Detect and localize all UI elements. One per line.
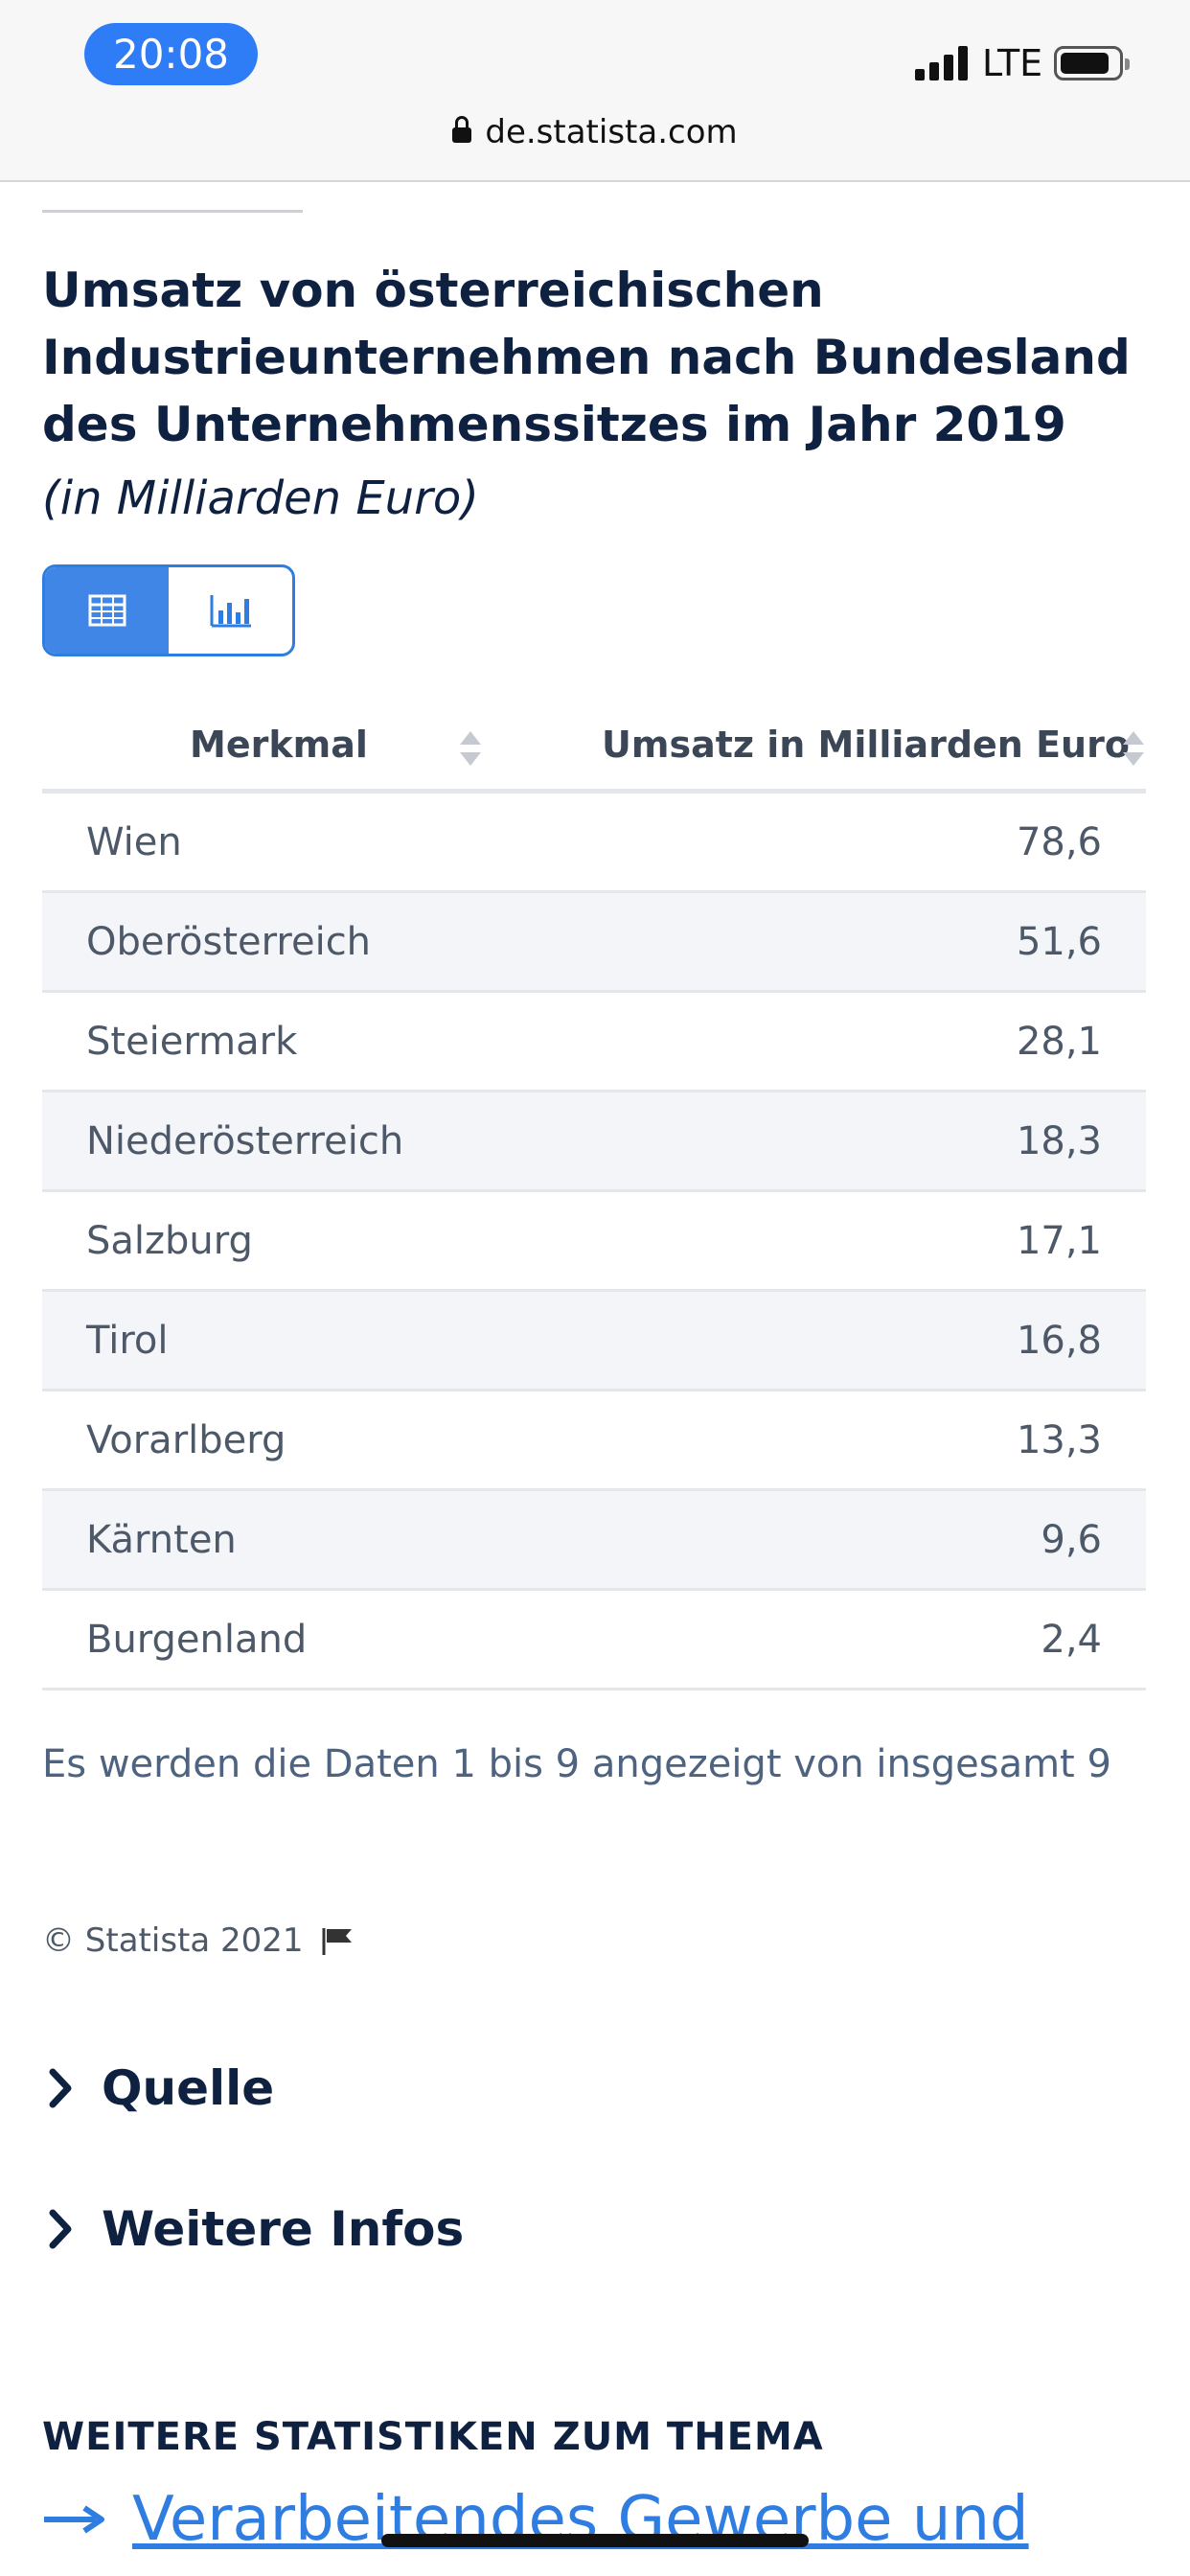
table-row: Salzburg 17,1 — [42, 1192, 1146, 1292]
chevron-right-icon — [48, 2068, 73, 2108]
status-time: 20:08 — [84, 23, 258, 85]
row-value: 28,1 — [1016, 1019, 1102, 1064]
chevron-right-icon — [48, 2209, 73, 2249]
table-row: Tirol 16,8 — [42, 1292, 1146, 1392]
lock-icon — [452, 116, 472, 143]
table-info-text: Es werden die Daten 1 bis 9 angezeigt vo… — [42, 1742, 1111, 1786]
network-label: LTE — [982, 42, 1043, 84]
accordion-label: Quelle — [102, 2060, 275, 2116]
page-subtitle: (in Milliarden Euro) — [42, 472, 479, 525]
row-value: 78,6 — [1016, 819, 1102, 864]
row-value: 16,8 — [1016, 1318, 1102, 1363]
sort-icon[interactable] — [460, 730, 481, 766]
accordion-weitere-infos[interactable]: Weitere Infos — [48, 2201, 464, 2257]
table-row: Oberösterreich 51,6 — [42, 893, 1146, 993]
browser-top-bar: 20:08 LTE de.statista.com — [0, 0, 1190, 182]
row-label: Oberösterreich — [86, 919, 372, 964]
table-view-icon — [88, 594, 126, 627]
chart-view-icon — [210, 595, 251, 628]
sort-icon[interactable] — [1123, 730, 1144, 766]
row-label: Tirol — [86, 1318, 169, 1363]
table-row: Vorarlberg 13,3 — [42, 1392, 1146, 1491]
address-bar[interactable]: de.statista.com — [0, 113, 1190, 151]
copyright-text: © Statista 2021 — [42, 1921, 304, 1960]
column-header-umsatz[interactable]: Umsatz in Milliarden Euro — [540, 724, 1146, 766]
row-value: 18,3 — [1016, 1118, 1102, 1163]
arrow-right-icon — [42, 2505, 105, 2534]
chart-view-button[interactable] — [169, 567, 292, 654]
column-header-merkmal[interactable]: Merkmal — [42, 724, 540, 766]
row-value: 17,1 — [1016, 1218, 1102, 1263]
data-table: Merkmal Umsatz in Milliarden Euro Wien 7… — [42, 700, 1146, 1690]
column-label: Merkmal — [190, 723, 368, 766]
report-flag-icon[interactable] — [321, 1926, 354, 1955]
accordion-quelle[interactable]: Quelle — [48, 2060, 274, 2116]
related-heading: WEITERE STATISTIKEN ZUM THEMA — [42, 2415, 824, 2459]
row-value: 9,6 — [1041, 1517, 1102, 1562]
copyright: © Statista 2021 — [42, 1921, 354, 1960]
view-toggle — [42, 564, 295, 656]
accordion-label: Weitere Infos — [102, 2201, 465, 2257]
table-row: Niederösterreich 18,3 — [42, 1092, 1146, 1192]
battery-icon — [1054, 46, 1130, 80]
row-label: Niederösterreich — [86, 1118, 404, 1163]
row-label: Salzburg — [86, 1218, 253, 1263]
row-value: 51,6 — [1016, 919, 1102, 964]
row-label: Wien — [86, 819, 182, 864]
row-label: Vorarlberg — [86, 1417, 286, 1462]
table-row: Wien 78,6 — [42, 794, 1146, 893]
table-row: Kärnten 9,6 — [42, 1491, 1146, 1591]
row-label: Kärnten — [86, 1517, 237, 1562]
table-header: Merkmal Umsatz in Milliarden Euro — [42, 700, 1146, 794]
section-divider — [42, 210, 303, 213]
row-value: 2,4 — [1041, 1617, 1102, 1662]
table-view-button[interactable] — [45, 567, 169, 654]
table-row: Burgenland 2,4 — [42, 1591, 1146, 1690]
url-text: de.statista.com — [485, 113, 738, 151]
row-value: 13,3 — [1016, 1417, 1102, 1462]
row-label: Steiermark — [86, 1019, 298, 1064]
home-indicator[interactable] — [381, 2534, 809, 2547]
row-label: Burgenland — [86, 1617, 308, 1662]
column-label: Umsatz in Milliarden Euro — [602, 723, 1130, 766]
table-row: Steiermark 28,1 — [42, 993, 1146, 1092]
page-title: Umsatz von österreichischen Industrieunt… — [42, 263, 1131, 452]
signal-icon — [915, 44, 971, 80]
